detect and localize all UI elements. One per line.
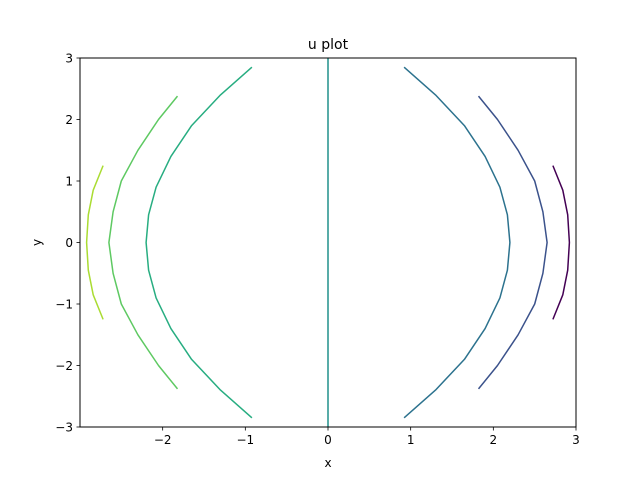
y-tick-label: 2: [65, 113, 73, 127]
chart-title: u plot: [308, 37, 349, 53]
x-tick-label: −2: [154, 433, 172, 447]
contour-line-6: [108, 95, 179, 390]
x-tick-label: 3: [572, 433, 580, 447]
y-tick-label: 3: [65, 52, 73, 66]
x-tick-label: 0: [324, 433, 332, 447]
contour-line-7: [85, 165, 104, 320]
y-tick-label: −1: [55, 298, 73, 312]
y-tick-label: −3: [55, 421, 73, 435]
contour-line-1: [552, 165, 571, 320]
y-tick-label: −2: [55, 359, 73, 373]
contour-line-2: [477, 95, 548, 390]
contour-lines: [85, 58, 571, 427]
x-tick-label: 2: [490, 433, 498, 447]
y-axis-label: y: [30, 239, 44, 246]
x-tick-label: −1: [236, 433, 254, 447]
y-tick-label: 1: [65, 175, 73, 189]
y-axis-ticks: −3 −2 −1 0 1 2 3: [55, 52, 80, 435]
x-tick-label: 1: [407, 433, 415, 447]
y-tick-label: 0: [65, 236, 73, 250]
contour-line-3: [403, 66, 511, 419]
contour-line-5: [145, 66, 253, 419]
x-axis-label: x: [324, 456, 331, 470]
x-axis-ticks: −2 −1 0 1 2 3: [154, 427, 580, 447]
axes-frame: [79, 57, 577, 428]
